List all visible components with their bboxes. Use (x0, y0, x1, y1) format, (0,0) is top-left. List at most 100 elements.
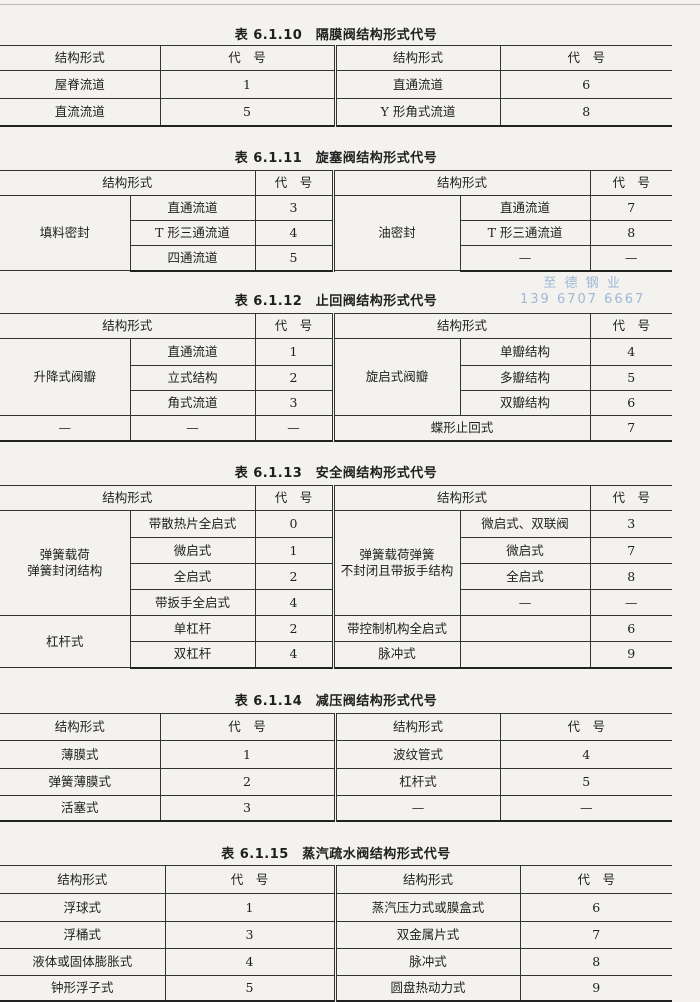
table-cell: 微启式、双联阀 (459, 510, 591, 538)
watermark-line2: 139 6707 6667 (520, 292, 646, 307)
table-cell: 多瓣结构 (459, 365, 591, 391)
table-cell: 单杠杆 (129, 615, 256, 642)
table-row: 全启式 2 全启式 8 (0, 563, 673, 590)
table-cell: 浮桶式 (0, 921, 166, 949)
table-row: 浮桶式 3 双金属片式 7 (0, 921, 672, 949)
table-cell: 8 (589, 220, 673, 246)
table-cell: 弹簧载荷弹簧 不封闭且带扳手结构 (331, 510, 461, 616)
table-cell: 0 (254, 510, 334, 538)
table-row: 升降式阀瓣 直通流道 1 旋启式阀瓣 单瓣结构 4 (0, 338, 673, 416)
header-cell: 代 号 (589, 170, 673, 196)
table-cell: 6 (499, 70, 672, 99)
table-cell: 浮球式 (0, 893, 166, 922)
table-row: 浮球式 1 蒸汽压力式或膜盒式 6 (0, 893, 672, 922)
code-table: 结构形式代 号结构形式代 号薄膜式 1 波纹管式 4 弹簧薄膜式 2 杠杆式 5 活塞式 3— — (0, 713, 672, 822)
table-row: 弹簧载荷 弹簧封闭结构 带散热片全启式 0 弹簧载荷弹簧 不封闭且带扳手结构 微启式、双… (0, 510, 673, 616)
header-cell: 代 号 (499, 45, 672, 71)
table-cell: 4 (254, 641, 334, 669)
table-cell: 屋脊流道 (0, 70, 161, 99)
header-cell: 代 号 (589, 313, 673, 339)
table-cell: 填料密封 (0, 195, 131, 271)
header-cell: 代 号 (589, 485, 673, 511)
table-row: 液体或固体膨胀式 4 脉冲式 8 (0, 948, 672, 976)
table-cell: 单瓣结构 (459, 338, 591, 366)
table-cell: 9 (519, 975, 672, 1002)
table-cell: 5 (164, 975, 336, 1002)
table-cell: 直通流道 (333, 70, 501, 99)
table-cell: 带散热片全启式 (129, 510, 256, 538)
table-title: 表 6.1.14 减压阀结构形式代号 (234, 694, 438, 709)
table-cell: 活塞式 (0, 795, 161, 822)
table-cell: — (0, 415, 131, 442)
table-cell: 立式结构 (130, 365, 256, 391)
table-cell: 8 (499, 98, 672, 127)
header-cell: 结构形式 (0, 485, 256, 511)
table-row: 直流流道 5 Y 形角式流道 8 (0, 98, 672, 127)
table-cell: 3 (254, 390, 334, 416)
table-cell: 液体或固体膨胀式 (0, 948, 166, 976)
table-cell: 钟形浮子式 (0, 975, 166, 1002)
table-cell (459, 615, 591, 642)
table-cell: 3 (159, 795, 336, 822)
table-row: 角式流道 3 双瓣结构 6 (0, 390, 673, 416)
table-header-row: 结构形式代 号结构形式代 号 (0, 313, 673, 339)
table-cell: 弹簧载荷 弹簧封闭结构 (0, 510, 131, 616)
table-cell: 直流流道 (0, 98, 161, 127)
header-cell: 结构形式 (0, 313, 256, 339)
table-cell: 7 (589, 195, 673, 221)
table-cell: 带扳手全启式 (130, 589, 256, 616)
table-cell: 5 (499, 768, 672, 796)
table-cell: 8 (589, 563, 673, 590)
table-cell: 油密封 (331, 195, 461, 271)
table-header-row: 结构形式代 号结构形式代 号 (0, 865, 672, 894)
table-cell: 2 (159, 768, 336, 796)
table-cell: 圆盘热动力式 (333, 975, 521, 1002)
table-cell: 2 (254, 563, 334, 590)
table-cell: 4 (254, 220, 334, 246)
table-cell: 蒸汽压力式或膜盒式 (333, 893, 521, 922)
table-cell: 波纹管式 (333, 740, 501, 769)
table-row: 杠杆式 单杠杆 2 带控制机构全启式 6 (0, 615, 673, 668)
table-row: T 形三通流道 4 T 形三通流道 8 (0, 220, 673, 246)
table-cell: Y 形角式流道 (333, 98, 501, 127)
table-cell: 5 (589, 365, 673, 391)
header-cell: 结构形式 (333, 713, 501, 741)
table-cell: 杠杆式 (0, 615, 131, 668)
header-cell: 结构形式 (333, 865, 521, 894)
table-cell: 6 (589, 390, 673, 416)
header-cell: 代 号 (159, 713, 336, 741)
table-cell: 带控制机构全启式 (331, 615, 461, 642)
table-cell: 1 (159, 70, 336, 99)
table-cell: T 形三通流道 (130, 220, 256, 246)
header-cell: 结构形式 (331, 485, 591, 511)
table-cell: 杠杆式 (333, 768, 501, 796)
table-cell: T 形三通流道 (459, 220, 591, 246)
table-row: 立式结构 2 多瓣结构 5 (0, 365, 673, 391)
header-cell: 结构形式 (0, 45, 161, 71)
header-cell: 结构形式 (331, 313, 591, 339)
table-cell: 脉冲式 (333, 948, 521, 976)
table-cell: 四通流道 (130, 245, 256, 272)
table-cell: 4 (589, 338, 673, 366)
table-row: 弹簧薄膜式 2 杠杆式 5 (0, 768, 672, 796)
table-cell: 蝶形止回式 (331, 415, 591, 442)
table-cell: 双杠杆 (130, 641, 256, 669)
header-cell: 结构形式 (331, 170, 591, 196)
table-cell: — (333, 795, 501, 822)
table-cell: 2 (254, 615, 334, 642)
header-cell: 结构形式 (0, 713, 161, 741)
table-header-row: 结构形式代 号结构形式代 号 (0, 170, 673, 196)
table-row: 活塞式 3— — (0, 795, 672, 822)
table-cell: 脉冲式 (331, 641, 461, 669)
table-cell: 全启式 (459, 563, 591, 590)
table-title: 表 6.1.12 止回阀结构形式代号 (234, 294, 438, 309)
header-cell: 代 号 (499, 713, 672, 741)
code-table: 结构形式代 号结构形式代 号浮球式 1 蒸汽压力式或膜盒式 6 浮桶式 3 双金属片式 7 液体… (0, 865, 672, 1002)
header-cell: 结构形式 (333, 45, 501, 71)
table-header-row: 结构形式代 号结构形式代 号 (0, 45, 672, 71)
table-cell: 2 (254, 365, 334, 391)
code-table: 结构形式代 号结构形式代 号屋脊流道 1 直通流道 6 直流流道 5 Y 形角式流道 8 (0, 45, 672, 127)
watermark-line1: 至 德 钢 业 (543, 276, 622, 291)
code-table: 结构形式代 号结构形式代 号填料密封 直通流道 3 油密封 直通流道 7 T 形三通流道 4 T… (0, 170, 673, 272)
table-title: 表 6.1.13 安全阀结构形式代号 (234, 466, 438, 481)
